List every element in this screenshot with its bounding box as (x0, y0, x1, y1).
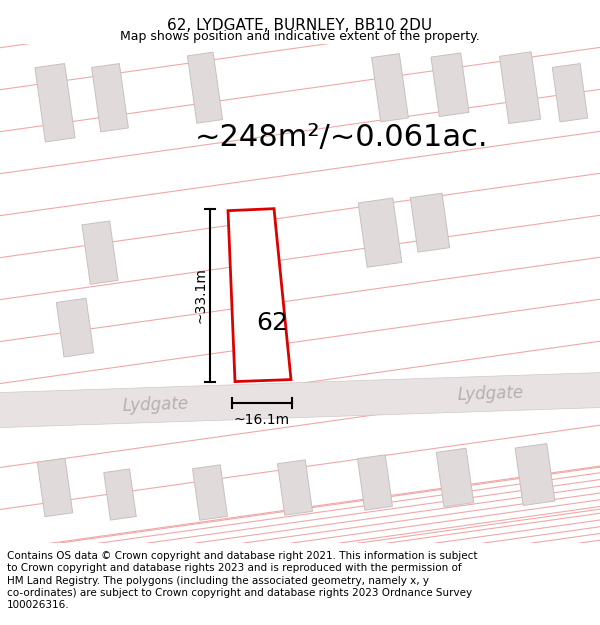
Text: 62, LYDGATE, BURNLEY, BB10 2DU: 62, LYDGATE, BURNLEY, BB10 2DU (167, 18, 433, 32)
Polygon shape (371, 54, 409, 122)
Polygon shape (436, 448, 473, 507)
Text: co-ordinates) are subject to Crown copyright and database rights 2023 Ordnance S: co-ordinates) are subject to Crown copyr… (7, 588, 472, 598)
Text: ~33.1m: ~33.1m (194, 267, 208, 323)
Polygon shape (358, 198, 402, 268)
Polygon shape (56, 298, 94, 357)
Polygon shape (35, 64, 75, 142)
Polygon shape (278, 460, 313, 515)
Polygon shape (104, 469, 136, 520)
Text: 62: 62 (256, 311, 288, 334)
Polygon shape (82, 221, 118, 284)
Text: Lydgate: Lydgate (121, 395, 188, 415)
Text: Lydgate: Lydgate (457, 384, 524, 404)
Polygon shape (92, 64, 128, 132)
Polygon shape (515, 444, 555, 506)
Text: Contains OS data © Crown copyright and database right 2021. This information is : Contains OS data © Crown copyright and d… (7, 551, 478, 561)
Polygon shape (499, 52, 541, 124)
Text: Map shows position and indicative extent of the property.: Map shows position and indicative extent… (120, 30, 480, 43)
Polygon shape (431, 53, 469, 116)
Polygon shape (37, 458, 73, 517)
Text: ~16.1m: ~16.1m (234, 412, 290, 427)
Text: 100026316.: 100026316. (7, 600, 70, 610)
Text: to Crown copyright and database rights 2023 and is reproduced with the permissio: to Crown copyright and database rights 2… (7, 564, 462, 574)
Text: ~248m²/~0.061ac.: ~248m²/~0.061ac. (195, 123, 488, 152)
Polygon shape (228, 209, 291, 382)
Polygon shape (358, 455, 392, 510)
Polygon shape (553, 64, 587, 122)
Polygon shape (193, 465, 227, 520)
Polygon shape (410, 193, 449, 252)
Polygon shape (0, 372, 600, 428)
Polygon shape (187, 52, 223, 123)
Text: HM Land Registry. The polygons (including the associated geometry, namely x, y: HM Land Registry. The polygons (includin… (7, 576, 429, 586)
